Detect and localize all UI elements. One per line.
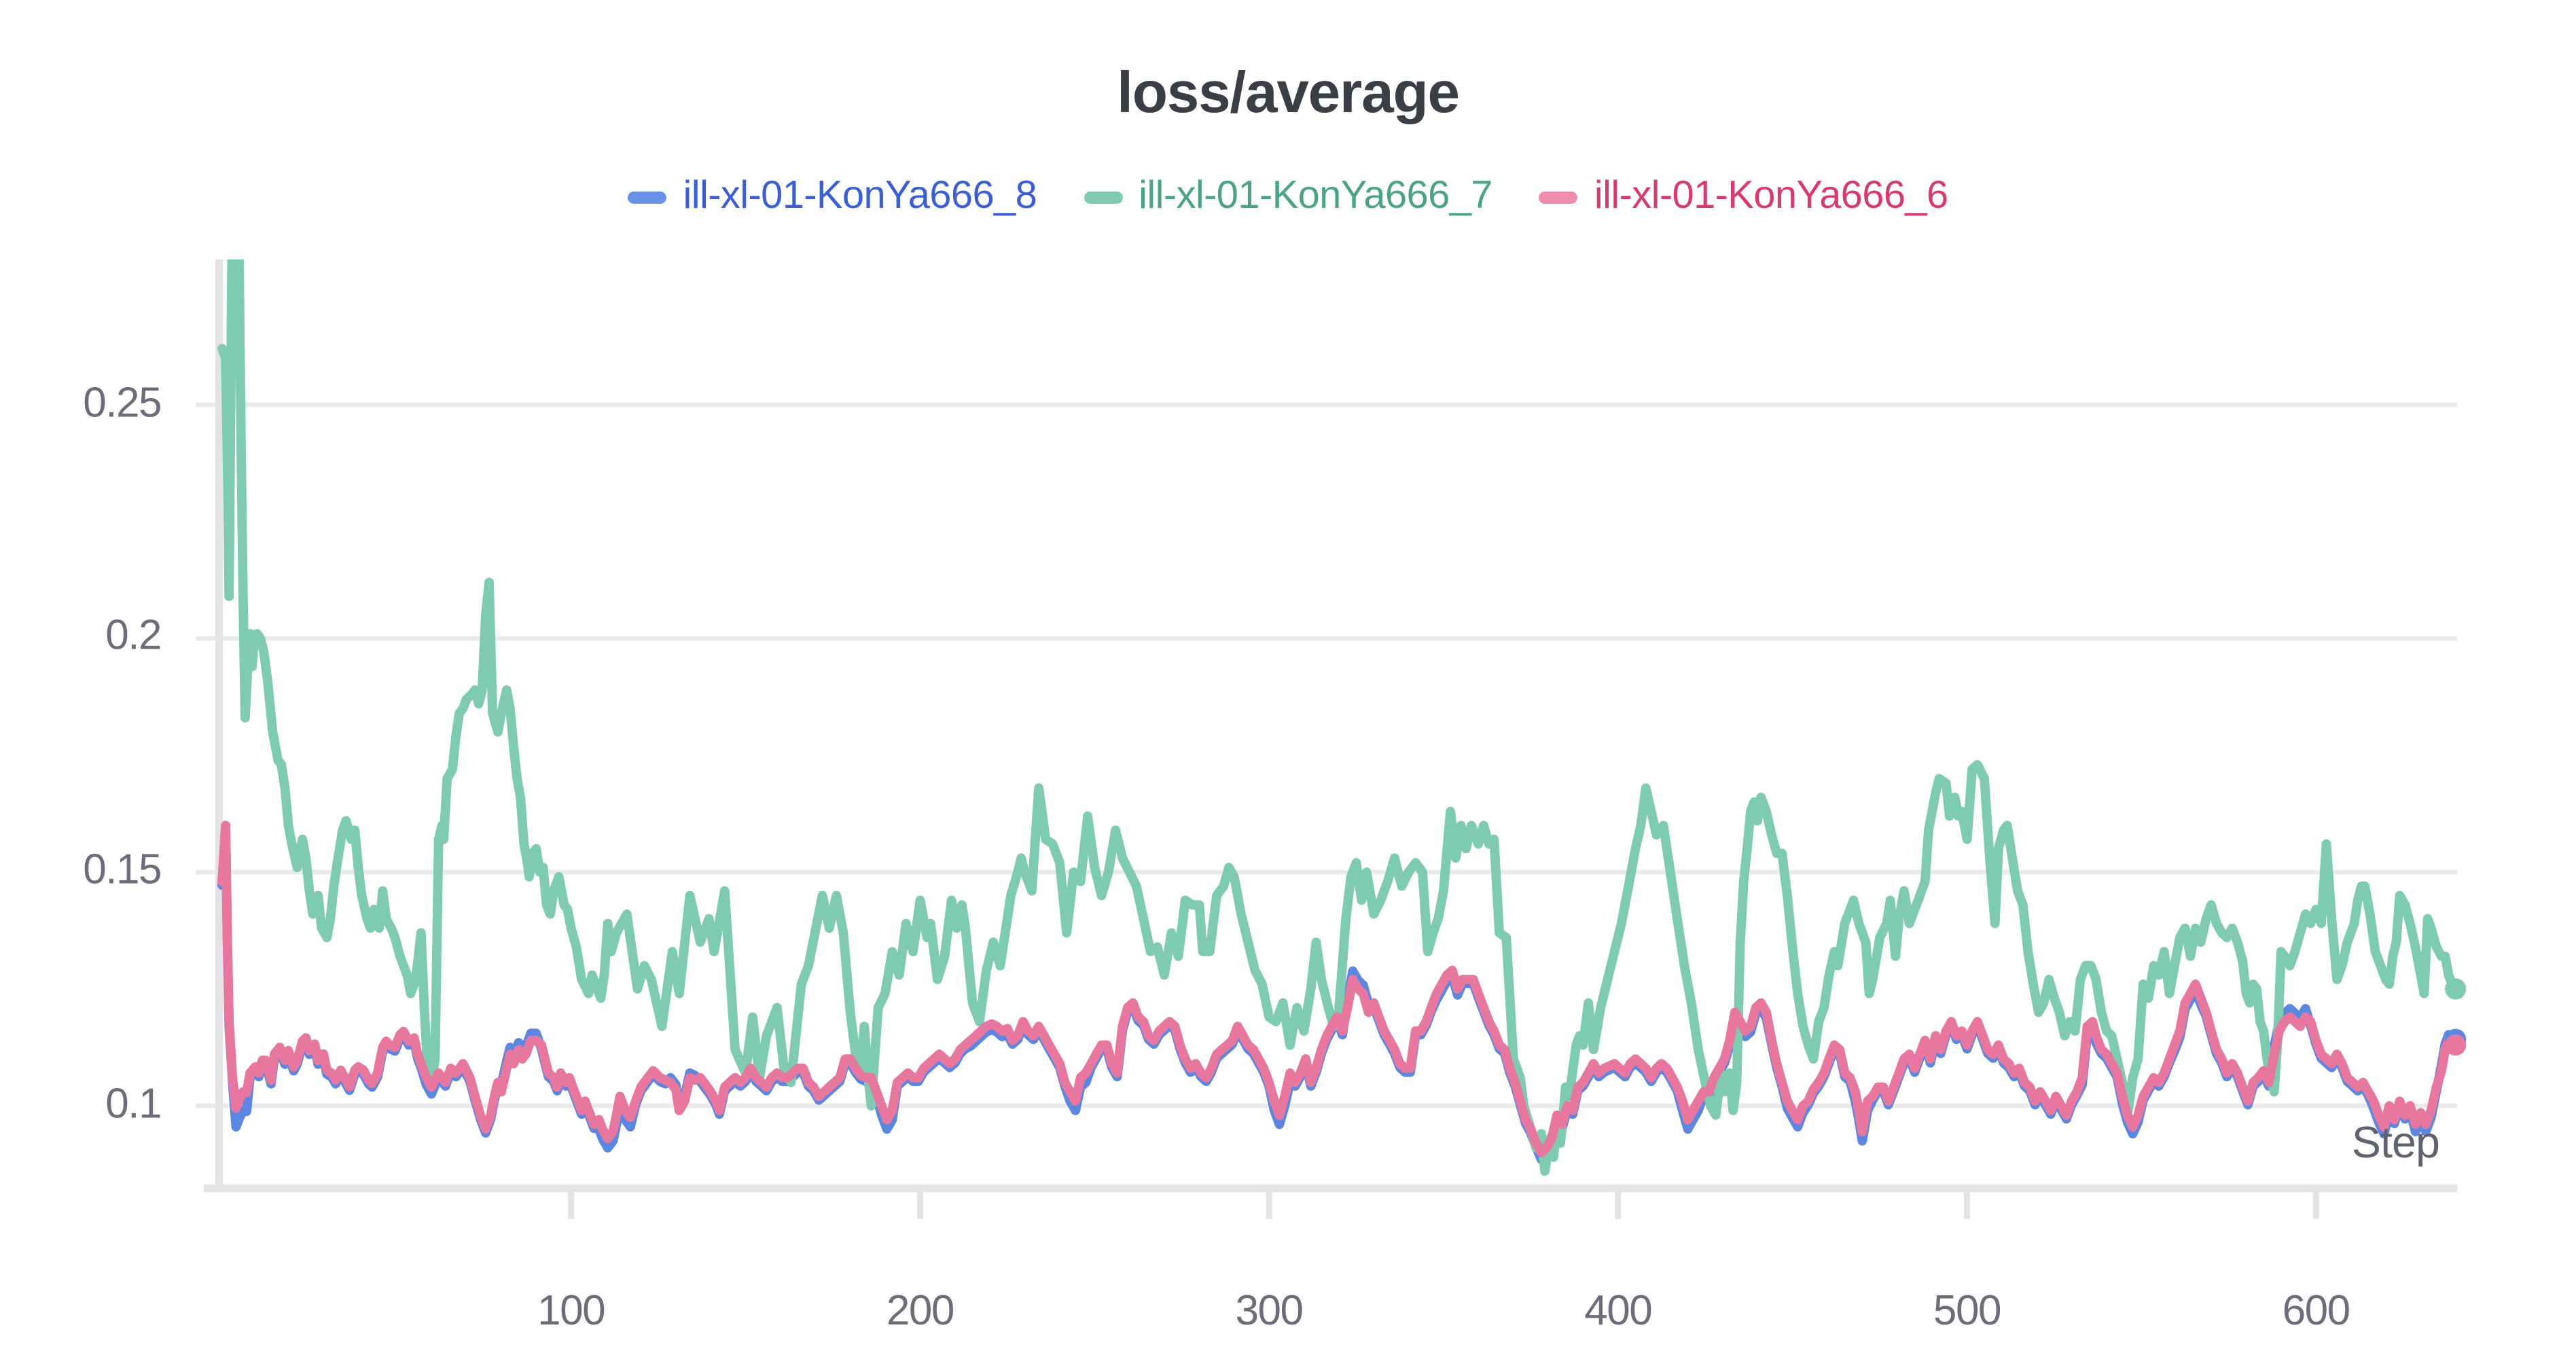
legend-dash-icon bbox=[1539, 192, 1578, 204]
y-tick-label: 0.15 bbox=[83, 846, 162, 894]
y-tick-label: 0.2 bbox=[105, 613, 162, 660]
y-tick-label: 0.25 bbox=[83, 379, 162, 427]
legend-label: ill-xl-01-KonYa666_8 bbox=[683, 175, 1037, 218]
series-end-dot-7[interactable] bbox=[2445, 978, 2467, 1000]
legend-label: ill-xl-01-KonYa666_7 bbox=[1139, 175, 1492, 218]
legend: ill-xl-01-KonYa666_8 ill-xl-01-KonYa666_7… bbox=[0, 175, 2576, 220]
x-tick-label: 200 bbox=[886, 1288, 955, 1335]
series-end-dot-6[interactable] bbox=[2445, 1034, 2467, 1056]
x-tick-label: 400 bbox=[1584, 1288, 1653, 1335]
legend-dash-icon bbox=[1084, 192, 1123, 204]
panel-title: loss/average bbox=[1117, 61, 1460, 126]
series-line-6[interactable] bbox=[217, 820, 2458, 1157]
legend-item-8[interactable]: ill-xl-01-KonYa666_8 bbox=[628, 175, 1037, 220]
legend-label: ill-xl-01-KonYa666_6 bbox=[1594, 175, 1948, 218]
x-axis-title: Step bbox=[2351, 1119, 2440, 1168]
x-tick-label: 500 bbox=[1933, 1288, 2002, 1335]
legend-item-7[interactable]: ill-xl-01-KonYa666_7 bbox=[1084, 175, 1492, 220]
x-tick-label: 100 bbox=[537, 1288, 606, 1335]
legend-dash-icon bbox=[628, 192, 667, 204]
x-tick-label: 600 bbox=[2282, 1288, 2351, 1335]
legend-item-6[interactable]: ill-xl-01-KonYa666_6 bbox=[1539, 175, 1948, 220]
y-tick-label: 0.1 bbox=[105, 1080, 162, 1128]
x-tick-label: 300 bbox=[1235, 1288, 1304, 1335]
